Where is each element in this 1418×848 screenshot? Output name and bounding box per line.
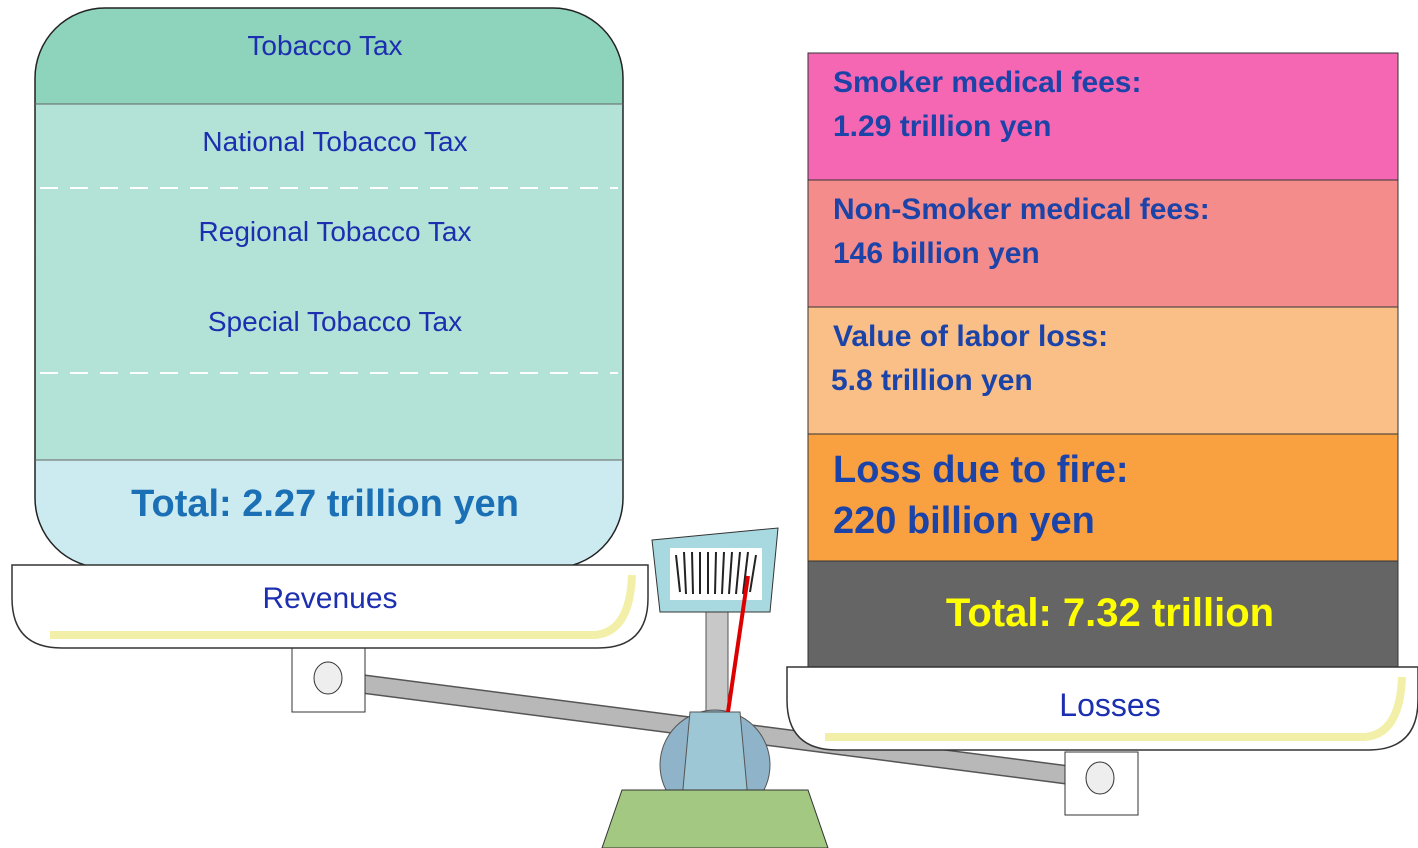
- gauge-ticks: [675, 551, 757, 595]
- needle: [726, 575, 750, 713]
- item: Regional Tobacco Tax: [199, 216, 472, 247]
- tray-shade: [825, 676, 1406, 741]
- base: [601, 789, 829, 848]
- loss-amount: 146 billion yen: [833, 237, 1040, 270]
- header: Tobacco Tax: [247, 30, 402, 61]
- bolt: [313, 661, 343, 695]
- loss-amount: 1.29 trillion yen: [833, 110, 1051, 143]
- total: Total: 2.27 trillion yen: [131, 483, 519, 525]
- loss-band: [807, 433, 1399, 562]
- loss-band: [807, 52, 1399, 181]
- loss-amount: 5.8 trillion yen: [831, 364, 1033, 397]
- loss-band: [807, 306, 1399, 435]
- loss-name: Non-Smoker medical fees:: [833, 193, 1210, 226]
- tray: [11, 564, 649, 649]
- loss-total: Total: 7.32 trillion: [946, 591, 1274, 635]
- tray-label: Revenues: [262, 582, 397, 615]
- bolt: [1085, 761, 1115, 795]
- loss-name: Smoker medical fees:: [833, 66, 1141, 99]
- tray: [786, 666, 1418, 751]
- revenue-box: [35, 8, 623, 568]
- loss-name: Value of labor loss:: [833, 320, 1108, 353]
- loss-amount: 220 billion yen: [833, 500, 1095, 542]
- tray-label: Losses: [1059, 687, 1160, 723]
- loss-name: Loss due to fire:: [833, 449, 1129, 491]
- loss-band: [807, 179, 1399, 308]
- post: [705, 599, 729, 721]
- tray-shade: [50, 574, 636, 639]
- item: National Tobacco Tax: [202, 126, 467, 157]
- pivot-block: [681, 711, 749, 801]
- item: Special Tobacco Tax: [208, 306, 462, 337]
